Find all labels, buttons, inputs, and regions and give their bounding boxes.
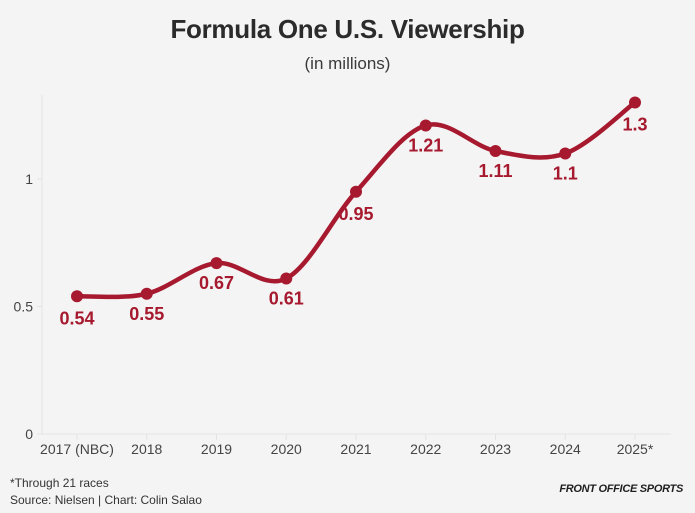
data-points — [71, 96, 641, 303]
data-point — [71, 290, 83, 303]
x-tick-label: 2018 — [131, 441, 162, 457]
data-point — [629, 96, 641, 109]
data-label: 0.55 — [129, 304, 164, 324]
data-point — [280, 272, 293, 285]
footnote-source: Source: Nielsen | Chart: Colin Salao — [10, 493, 202, 507]
x-tick-label: 2021 — [340, 441, 371, 457]
data-label: 1.21 — [408, 135, 443, 155]
data-point — [350, 185, 362, 198]
x-axis: 2017 (NBC) 2018 2019 2020 2021 2022 2023 2024 20… — [40, 434, 654, 457]
footnote: *Through 21 races Source: Nielsen | Char… — [10, 475, 202, 509]
x-tick-label: 2023 — [480, 441, 511, 457]
x-tick-label: 2025* — [617, 441, 654, 457]
data-label: 1.3 — [622, 115, 647, 135]
series-line — [74, 100, 638, 300]
brand-logo: FRONT OFFICE SPORTS — [559, 483, 683, 495]
data-label: 1.11 — [478, 161, 512, 181]
data-labels: 0.54 0.55 0.67 0.61 0.95 1.21 1.11 1.1 1.3 — [59, 115, 647, 329]
data-point — [140, 287, 153, 300]
x-tick-label: 2017 (NBC) — [40, 441, 114, 457]
footnote-note: *Through 21 races — [10, 476, 109, 490]
y-tick-label: 1 — [25, 171, 33, 187]
data-point — [419, 119, 432, 132]
y-axis: 00.51 — [14, 171, 42, 442]
x-tick-label: 2020 — [271, 441, 302, 457]
chart-subtitle: (in millions) — [304, 54, 391, 73]
data-label: 0.67 — [199, 273, 234, 293]
data-label: 0.54 — [59, 308, 94, 328]
data-point — [559, 147, 572, 160]
data-point — [489, 144, 502, 157]
y-tick-label: 0.5 — [14, 299, 34, 315]
x-tick-label: 2024 — [550, 441, 581, 457]
data-label: 0.95 — [338, 204, 373, 224]
data-point — [210, 257, 223, 270]
x-tick-label: 2022 — [410, 441, 441, 457]
chart-title: Formula One U.S. Viewership — [170, 14, 525, 44]
x-tick-label: 2019 — [201, 441, 232, 457]
data-label: 0.61 — [269, 288, 304, 308]
data-label: 1.1 — [553, 164, 578, 184]
y-tick-label: 0 — [25, 426, 33, 442]
